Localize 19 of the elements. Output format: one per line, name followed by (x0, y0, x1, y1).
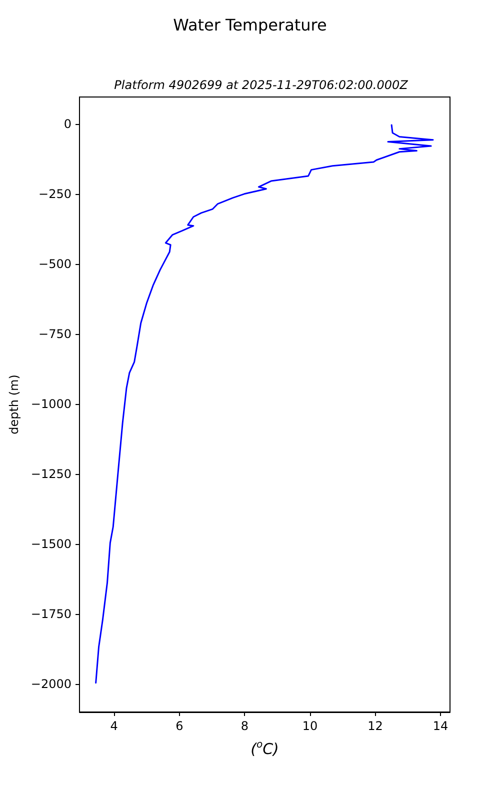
chart-subtitle: Platform 4902699 at 2025-11-29T06:02:00.000Z (114, 78, 409, 92)
chart-title: Water Temperature (173, 16, 327, 34)
y-tick-label: −1000 (30, 396, 72, 411)
y-tick-label: −1750 (30, 606, 72, 621)
y-tick-label: −1250 (30, 466, 72, 481)
x-tick-label: 10 (302, 719, 318, 733)
y-tick-label: −1500 (30, 536, 72, 551)
y-tick-label: 0 (64, 116, 72, 131)
line-series (95, 124, 434, 684)
y-tick-label: −2000 (30, 676, 72, 691)
x-tick-label: 14 (432, 719, 448, 733)
y-tick-label: −750 (38, 326, 72, 341)
y-axis-title: depth (m) (7, 374, 21, 434)
x-tick-label: 12 (368, 719, 383, 733)
x-tick-label: 4 (110, 719, 118, 733)
y-tick-label: −250 (38, 186, 72, 201)
x-tick-label: 8 (240, 719, 248, 733)
y-tick-label: −500 (38, 256, 72, 271)
x-tick-label: 6 (176, 719, 184, 733)
